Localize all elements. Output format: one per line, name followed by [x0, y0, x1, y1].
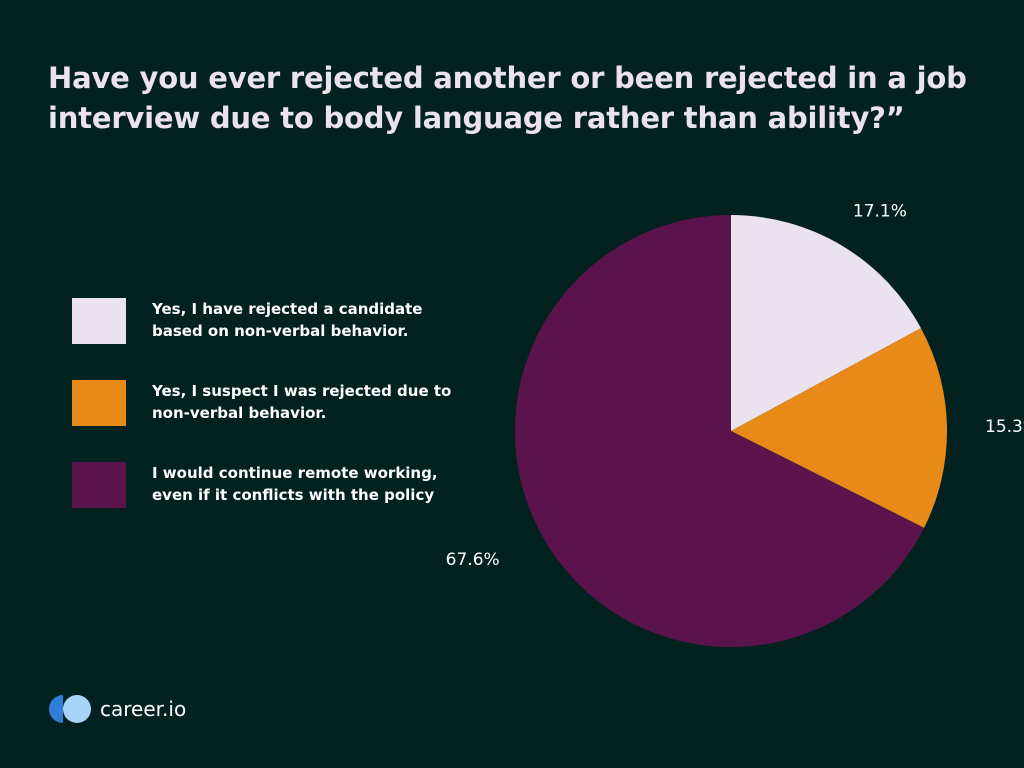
pie-slice	[731, 215, 921, 431]
legend-item-remote-working: I would continue remote working, even if…	[72, 460, 472, 508]
pie-chart: 17.1% 15.3% 67.6%	[446, 202, 1024, 647]
legend-swatch	[72, 380, 126, 426]
legend-item-rejected-candidate: Yes, I have rejected a candidate based o…	[72, 296, 472, 344]
brand-name: career.io	[100, 697, 187, 721]
legend-swatch	[72, 298, 126, 344]
legend-item-suspect-rejected: Yes, I suspect I was rejected due to non…	[72, 378, 472, 426]
pie-data-label: 15.3%	[985, 417, 1024, 437]
pie-data-label: 17.1%	[853, 202, 907, 222]
pie-data-label: 67.6%	[446, 550, 500, 570]
pie-slice	[514, 215, 925, 647]
legend-label: I would continue remote working, even if…	[152, 464, 438, 504]
legend-swatch	[72, 462, 126, 508]
legend-label: Yes, I have rejected a candidate based o…	[152, 300, 423, 340]
pie-slice	[731, 328, 947, 528]
chart-title: Have you ever rejected another or been r…	[48, 61, 967, 135]
legend-label: Yes, I suspect I was rejected due to non…	[152, 382, 452, 422]
career-io-logo-icon	[49, 695, 91, 723]
